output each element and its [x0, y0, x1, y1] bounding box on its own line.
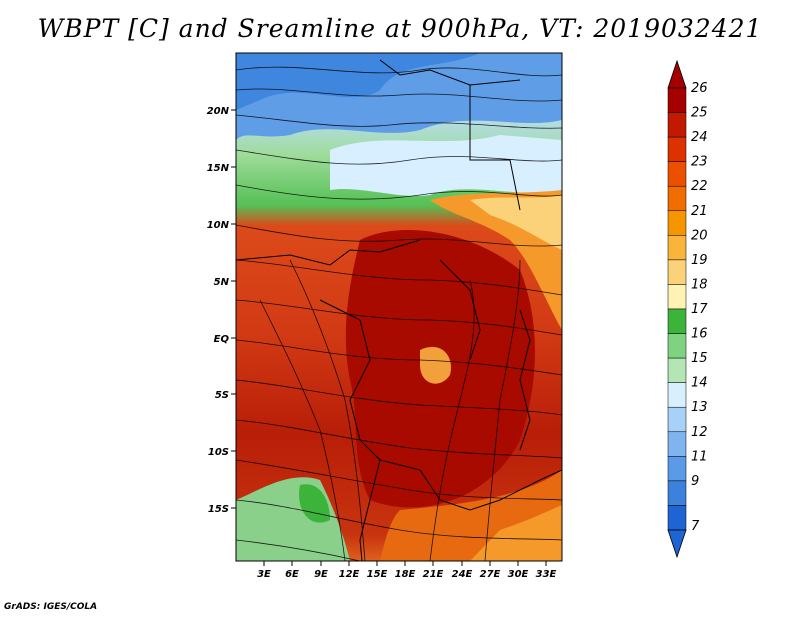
- colorbar-swatch: [667, 406, 687, 433]
- colorbar-level-label: 14: [691, 376, 708, 391]
- lon-tick-label: 33E: [536, 569, 557, 580]
- colorbar-level-label: 21: [691, 204, 708, 219]
- colorbar-level-label: 19: [691, 253, 708, 268]
- colorbar-swatch: [667, 431, 687, 457]
- colorbar-level-label: 24: [691, 130, 708, 145]
- map-title: WBPT [C] and Sreamline at 900hPa, VT: 20…: [37, 14, 763, 43]
- lat-tick-label: 10N: [207, 220, 230, 231]
- lon-tick-label: 6E: [285, 569, 299, 580]
- lon-tick-label: 18E: [395, 569, 416, 580]
- lon-tick-label: 3E: [257, 569, 271, 580]
- colorbar-level-label: 9: [691, 474, 699, 489]
- lat-tick-label: 5N: [214, 277, 230, 288]
- colorbar-top-arrow: [667, 59, 687, 89]
- colorbar-swatch: [667, 456, 687, 482]
- lon-tick-label: 30E: [508, 569, 529, 580]
- colorbar-swatch: [667, 161, 687, 187]
- lat-tick-label: 15S: [208, 504, 229, 515]
- colorbar-swatch: [667, 308, 687, 334]
- lon-tick-label: 15E: [367, 569, 388, 580]
- colorbar-swatch: [667, 185, 687, 212]
- latitude-axis: 20N 15N 10N 5N EQ 5S 10S 15S: [207, 106, 236, 515]
- colorbar-level-label: 7: [691, 519, 700, 534]
- lon-tick-label: 24E: [452, 569, 473, 580]
- colorbar-level-label: 16: [691, 327, 708, 342]
- colorbar-swatch: [667, 357, 687, 383]
- colorbar-swatch: [667, 284, 687, 310]
- credit-text: GrADS: IGES/COLA: [4, 602, 98, 612]
- colorbar-level-label: 13: [691, 400, 708, 415]
- lat-tick-label: 5S: [215, 390, 229, 401]
- lat-tick-label: 10S: [208, 447, 229, 458]
- colorbar-swatch: [667, 382, 687, 408]
- lon-tick-label: 27E: [480, 569, 501, 580]
- map-frame: [235, 52, 563, 562]
- wbpt-field: [236, 53, 562, 561]
- colorbar-bottom-arrow: [667, 529, 687, 559]
- colorbar-swatch: [667, 87, 687, 113]
- lat-tick-label: EQ: [214, 334, 230, 345]
- longitude-axis: 3E 6E 9E 12E 15E 18E 21E 24E 27E 30E 33E: [257, 561, 557, 580]
- colorbar-level-label: 20: [691, 228, 708, 243]
- lon-tick-label: 21E: [423, 569, 444, 580]
- colorbar-swatch: [667, 210, 687, 236]
- colorbar-level-label: 15: [691, 351, 708, 366]
- lat-tick-label: 20N: [207, 106, 230, 117]
- colorbar-swatch: [667, 480, 687, 506]
- colorbar-level-label: 22: [691, 179, 708, 194]
- colorbar-level-label: 23: [691, 155, 708, 170]
- lon-tick-label: 9E: [314, 569, 328, 580]
- colorbar-level-label: 26: [691, 81, 708, 96]
- colorbar-swatch: [667, 136, 687, 162]
- colorbar-level-label: 25: [691, 106, 708, 121]
- colorbar-swatch: [667, 235, 687, 261]
- colorbar: 26 25 24 23 22 21 20 19 18 17 16 15 14 13 12 11 9 7: [667, 59, 708, 559]
- lon-tick-label: 12E: [339, 569, 360, 580]
- colorbar-swatch: [667, 112, 687, 138]
- lat-tick-label: 15N: [207, 163, 230, 174]
- colorbar-swatch: [667, 333, 687, 359]
- colorbar-level-label: 12: [691, 425, 708, 440]
- colorbar-swatch: [667, 505, 687, 531]
- colorbar-level-label: 11: [691, 449, 708, 464]
- colorbar-level-label: 17: [691, 302, 708, 317]
- colorbar-level-label: 18: [691, 277, 708, 292]
- colorbar-swatch: [667, 259, 687, 285]
